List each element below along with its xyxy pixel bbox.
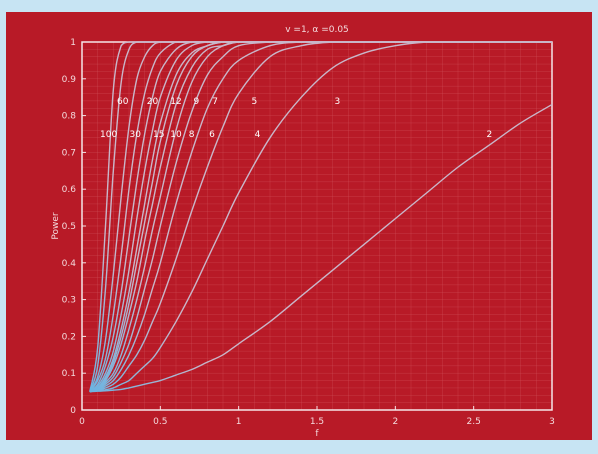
curve-label: 7	[212, 97, 218, 107]
curve-label: 100	[100, 130, 117, 140]
power-chart: v =1, α =0.05 f Power 0 0.5 1 1.5 2 2.5 3 0 0.1…	[51, 25, 555, 439]
x-tick-label: 2	[392, 417, 398, 427]
power-curve-series-100	[89, 41, 552, 392]
y-tick-label: 0.2	[62, 332, 76, 342]
x-tick-label: 0.5	[153, 417, 167, 427]
curve-labels: 100 60 30 20 15 12 10 9 8 7 6 5 4 3 2	[100, 97, 492, 140]
curve-label: 10	[170, 130, 182, 140]
curve-label: 4	[255, 130, 261, 140]
x-axis-ticks: 0 0.5 1 1.5 2 2.5 3	[79, 406, 555, 427]
power-curve-series-10	[89, 41, 552, 393]
curve-label: 15	[153, 130, 164, 140]
x-tick-label: 2.5	[467, 417, 481, 427]
curve-label: 3	[334, 97, 340, 107]
x-tick-label: 1	[236, 417, 242, 427]
curve-label: 5	[251, 97, 257, 107]
power-curve-series-2	[89, 103, 553, 393]
curve-label: 9	[193, 97, 199, 107]
y-tick-label: 1	[70, 38, 76, 48]
chart-title: v =1, α =0.05	[285, 25, 349, 35]
y-axis-ticks: 0 0.1 0.2 0.3 0.4 0.5 0.6 0.7 0.8 0.9 1	[62, 38, 86, 416]
curve-label: 12	[170, 97, 181, 107]
x-axis-label: f	[315, 429, 319, 439]
y-tick-label: 0.9	[62, 75, 77, 85]
power-curve-series-30	[89, 41, 552, 392]
x-tick-label: 1.5	[310, 417, 324, 427]
y-axis-label: Power	[51, 212, 61, 240]
power-curve-series-6	[89, 41, 552, 393]
y-tick-label: 0.5	[62, 222, 76, 232]
chart-panel: v =1, α =0.05 f Power 0 0.5 1 1.5 2 2.5 3 0 0.1…	[6, 12, 592, 440]
power-curve-series-12	[89, 41, 552, 393]
power-curve-series-20	[89, 41, 552, 393]
curve-label: 30	[130, 130, 142, 140]
y-tick-label: 0.6	[62, 185, 77, 195]
power-curve-series-9	[89, 41, 552, 393]
power-curve-series-4	[89, 41, 552, 393]
y-tick-label: 0.1	[62, 369, 76, 379]
power-curve-series-3	[89, 41, 552, 393]
curve-label: 2	[486, 130, 492, 140]
y-tick-label: 0.4	[62, 259, 77, 269]
power-curve-series-7	[89, 41, 552, 393]
y-tick-label: 0	[70, 406, 76, 416]
x-tick-label: 0	[79, 417, 85, 427]
power-curves	[89, 41, 553, 393]
power-curve-series-8	[89, 41, 552, 393]
curve-label: 20	[147, 97, 159, 107]
power-curve-series-60	[89, 41, 552, 392]
y-tick-label: 0.3	[62, 296, 76, 306]
x-tick-label: 3	[549, 417, 555, 427]
curve-label: 8	[189, 130, 195, 140]
y-tick-label: 0.8	[62, 112, 77, 122]
y-tick-label: 0.7	[62, 148, 76, 158]
power-curve-series-15	[89, 41, 552, 393]
curve-label: 60	[117, 97, 129, 107]
curve-label: 6	[209, 130, 215, 140]
power-curve-series-5	[89, 41, 552, 393]
